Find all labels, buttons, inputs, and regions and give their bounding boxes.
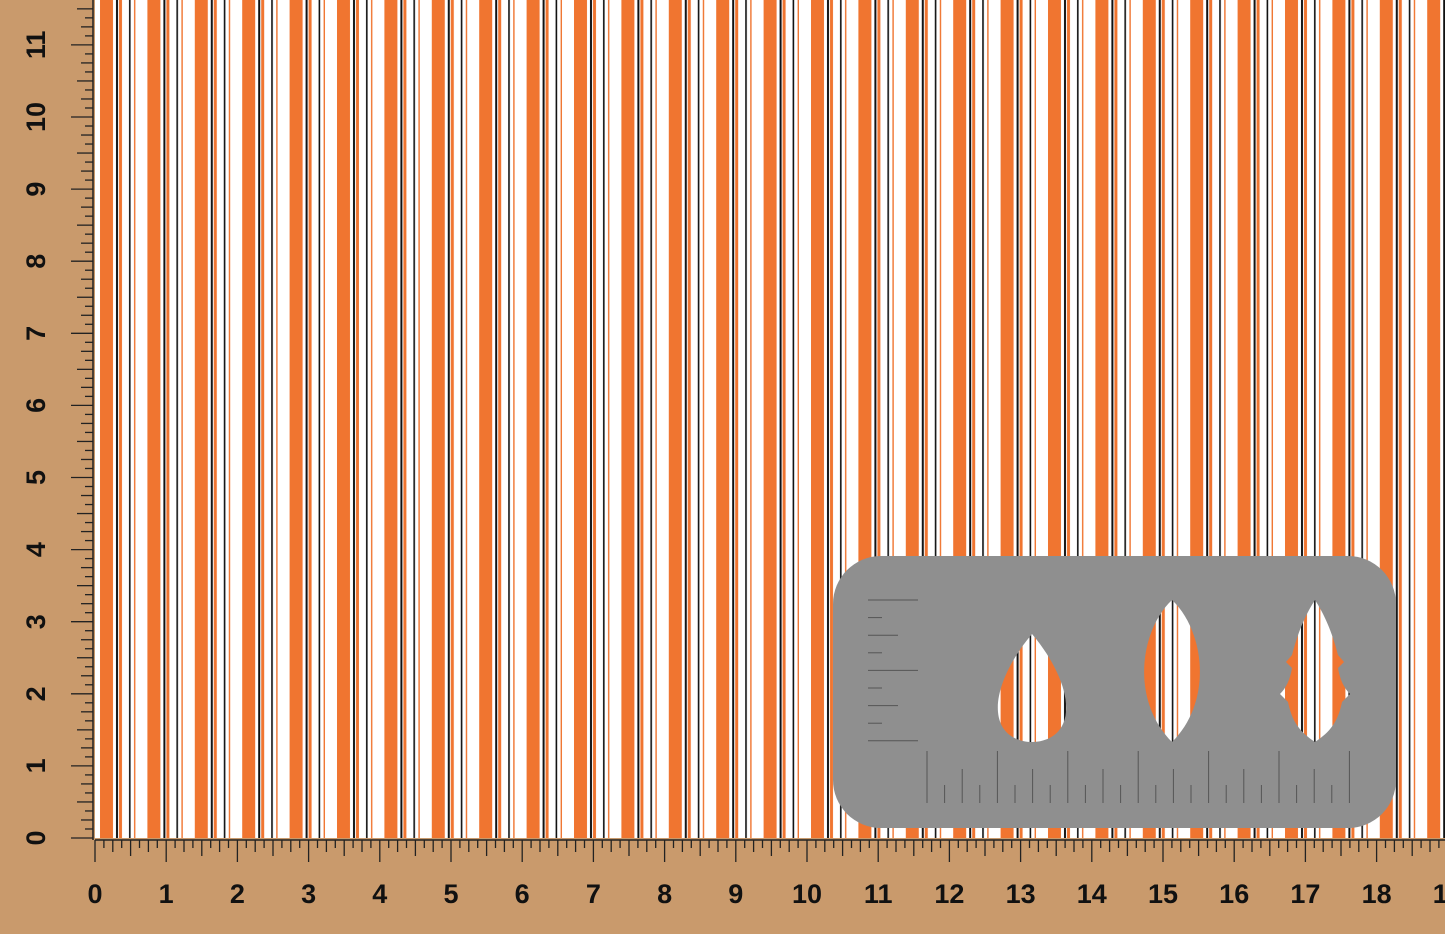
ruler-label: 0: [87, 879, 102, 909]
ruler-label: 3: [301, 879, 316, 909]
ruler-label: 9: [21, 182, 51, 197]
ruler-label: 14: [1077, 879, 1107, 909]
ruler-label: 17: [1290, 879, 1320, 909]
ruler-label: 7: [21, 326, 51, 341]
ruler-ticks: [71, 0, 1445, 862]
ruler-label: 10: [792, 879, 822, 909]
ruler-label: 16: [1219, 879, 1249, 909]
ruler-label: 1: [21, 758, 51, 773]
ruler-label: 10: [21, 102, 51, 132]
ruler-label: 6: [21, 398, 51, 413]
ruler-label: 11: [21, 31, 51, 60]
ruler-label: 2: [230, 879, 245, 909]
ruler-label: 3: [21, 614, 51, 629]
template-overlay: [833, 556, 1396, 828]
ruler-label: 13: [1006, 879, 1036, 909]
ruler-label: 4: [372, 879, 387, 909]
ruler-label: 1: [159, 879, 174, 909]
ruler-label: 11: [864, 879, 893, 909]
ruler-label: 8: [21, 254, 51, 269]
ruler-label: 15: [1148, 879, 1178, 909]
ruler-label: 12: [934, 879, 964, 909]
ruler-label: 0: [21, 830, 51, 845]
ruler-label: 2: [21, 686, 51, 701]
ruler-label: 7: [586, 879, 601, 909]
ruler-label: 18: [1362, 879, 1392, 909]
ruler-label: 5: [21, 470, 51, 485]
ruler-label: 9: [728, 879, 743, 909]
ruler-label: 4: [21, 542, 51, 557]
ruler-label: 8: [657, 879, 672, 909]
ruler-label: 19: [1433, 879, 1445, 909]
template-ticks: [868, 599, 1350, 803]
ruler-label: 5: [443, 879, 458, 909]
ruler-label: 6: [515, 879, 530, 909]
